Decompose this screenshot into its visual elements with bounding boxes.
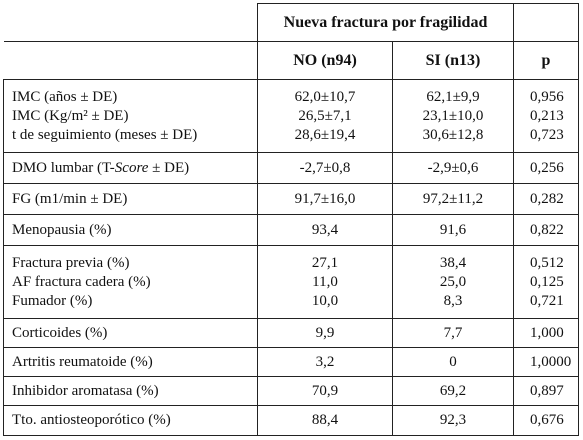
- no-value: 3,2: [257, 347, 393, 377]
- header-empty-cell-2: [3, 41, 258, 80]
- no-value: -2,7±0,8: [257, 152, 393, 184]
- row-label-part: DMO lumbar (T-: [12, 159, 115, 176]
- p-value: 0,213: [530, 107, 564, 124]
- no-value: 11,0: [312, 273, 338, 290]
- no-value: 9,9: [257, 318, 393, 348]
- p-value-cell: 0,956 0,213 0,723: [513, 79, 579, 153]
- p-value: 0,512: [530, 254, 564, 271]
- row-label-cell: IMC (años ± DE) IMC (Kg/m² ± DE) t de se…: [3, 79, 258, 153]
- p-value-cell: 0,512 0,125 0,721: [513, 245, 579, 319]
- p-value: 0,897: [513, 376, 579, 406]
- si-value: 69,2: [392, 376, 514, 406]
- table-row: IMC (años ± DE) IMC (Kg/m² ± DE) t de se…: [3, 79, 579, 153]
- header-corner-cell: [513, 3, 579, 42]
- p-value: 1,0000: [513, 347, 579, 377]
- no-value: 28,6±19,4: [294, 126, 356, 143]
- table-row: DMO lumbar (T-Score ± DE) -2,7±0,8 -2,9±…: [3, 152, 579, 184]
- row-label: DMO lumbar (T-Score ± DE): [12, 159, 249, 178]
- si-value: 23,1±10,0: [422, 107, 484, 124]
- no-value: 88,4: [257, 405, 393, 436]
- p-value: 0,956: [530, 88, 564, 105]
- p-value: 1,000: [513, 318, 579, 348]
- header-row-group: Nueva fractura por fragilidad: [3, 3, 579, 42]
- header-empty-cell: [3, 3, 258, 42]
- p-value: 0,282: [513, 183, 579, 215]
- no-value: 62,0±10,7: [294, 88, 356, 105]
- table-row: FG (m1/min ± DE) 91,7±16,0 97,2±11,2 0,2…: [3, 183, 579, 215]
- group-header: Nueva fractura por fragilidad: [257, 3, 514, 42]
- si-value: 92,3: [392, 405, 514, 436]
- no-value: 91,7±16,0: [257, 183, 393, 215]
- no-value-cell: 62,0±10,7 26,5±7,1 28,6±19,4: [257, 79, 393, 153]
- row-label: IMC (años ± DE): [12, 88, 118, 105]
- row-label: Fractura previa (%): [12, 254, 130, 271]
- no-value: 93,4: [257, 214, 393, 246]
- table-row: Corticoides (%) 9,9 7,7 1,000: [3, 318, 579, 348]
- row-label: Menopausia (%): [3, 214, 258, 246]
- si-value-cell: 62,1±9,9 23,1±10,0 30,6±12,8: [392, 79, 514, 153]
- row-label: AF fractura cadera (%): [12, 273, 151, 290]
- si-value: 38,4: [439, 254, 467, 271]
- table-row: Tto. antiosteoporótico (%) 88,4 92,3 0,6…: [3, 405, 579, 436]
- p-value: 0,721: [530, 292, 564, 309]
- fragility-fracture-table: Nueva fractura por fragilidad NO (n94) S…: [3, 3, 579, 436]
- si-value: 97,2±11,2: [392, 183, 514, 215]
- row-label: t de seguimiento (meses ± DE): [12, 126, 198, 143]
- row-label-part: ± DE): [148, 159, 190, 176]
- table-row: Artritis reumatoide (%) 3,2 0 1,0000: [3, 347, 579, 377]
- table-row: Fractura previa (%) AF fractura cadera (…: [3, 245, 579, 319]
- column-header-si: SI (n13): [392, 41, 514, 80]
- row-label: Artritis reumatoide (%): [3, 347, 258, 377]
- table-row: Menopausia (%) 93,4 91,6 0,822: [3, 214, 579, 246]
- p-value: 0,125: [530, 273, 564, 290]
- si-value: 62,1±9,9: [426, 88, 480, 105]
- column-header-p: p: [513, 41, 579, 80]
- si-value-cell: 38,4 25,0 8,3: [392, 245, 514, 319]
- no-value-cell: 27,1 11,0 10,0: [257, 245, 393, 319]
- column-header-no: NO (n94): [257, 41, 393, 80]
- no-value: 26,5±7,1: [298, 107, 352, 124]
- si-value: -2,9±0,6: [392, 152, 514, 184]
- table-row: Inhibidor aromatasa (%) 70,9 69,2 0,897: [3, 376, 579, 406]
- si-value: 8,3: [443, 292, 463, 309]
- row-label: Inhibidor aromatasa (%): [3, 376, 258, 406]
- row-label: FG (m1/min ± DE): [3, 183, 258, 215]
- si-value: 91,6: [392, 214, 514, 246]
- p-value: 0,256: [513, 152, 579, 184]
- row-label: IMC (Kg/m² ± DE): [12, 107, 129, 124]
- p-value: 0,822: [513, 214, 579, 246]
- row-label-italic: Score: [114, 159, 149, 176]
- no-value: 27,1: [311, 254, 339, 271]
- row-label: Corticoides (%): [3, 318, 258, 348]
- no-value: 70,9: [257, 376, 393, 406]
- row-label: Tto. antiosteoporótico (%): [3, 405, 258, 436]
- si-value: 30,6±12,8: [422, 126, 484, 143]
- si-value: 25,0: [439, 273, 467, 290]
- si-value: 0: [392, 347, 514, 377]
- row-label-cell: Fractura previa (%) AF fractura cadera (…: [3, 245, 258, 319]
- row-label-cell: DMO lumbar (T-Score ± DE): [3, 152, 258, 184]
- si-value: 7,7: [392, 318, 514, 348]
- row-label: Fumador (%): [12, 292, 93, 309]
- header-row-columns: NO (n94) SI (n13) p: [3, 41, 579, 80]
- no-value: 10,0: [311, 292, 339, 309]
- p-value: 0,723: [530, 126, 564, 143]
- p-value: 0,676: [513, 405, 579, 436]
